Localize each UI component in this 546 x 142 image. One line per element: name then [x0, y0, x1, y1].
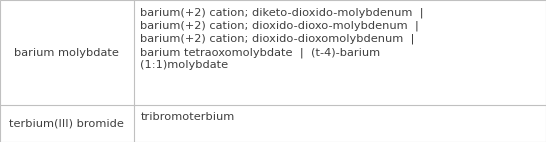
Text: tribromoterbium: tribromoterbium: [140, 112, 235, 122]
Text: barium(+2) cation; diketo-dioxido-molybdenum  |
barium(+2) cation; dioxido-dioxo: barium(+2) cation; diketo-dioxido-molybd…: [140, 7, 424, 70]
Text: terbium(III) bromide: terbium(III) bromide: [9, 119, 124, 129]
Text: barium molybdate: barium molybdate: [14, 48, 120, 58]
